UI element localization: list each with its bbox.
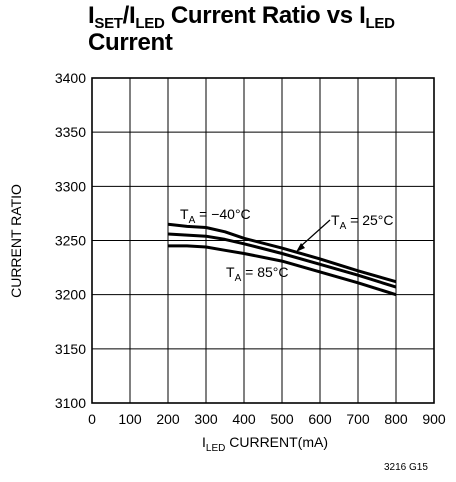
annotation-25c-arrowhead bbox=[296, 243, 305, 252]
title-line-2: Current bbox=[88, 29, 173, 56]
x-tick-label: 300 bbox=[194, 411, 218, 427]
grid-lines bbox=[91, 77, 435, 404]
title-i-set: ISET bbox=[88, 2, 123, 32]
series-line-1 bbox=[167, 232, 397, 289]
y-tick-label: 3350 bbox=[55, 124, 86, 140]
x-tick-label: 800 bbox=[384, 411, 408, 427]
y-tick-label: 3150 bbox=[55, 341, 86, 357]
series-lines bbox=[167, 222, 397, 297]
series-line-2 bbox=[168, 244, 397, 297]
x-tick-label: 400 bbox=[232, 411, 256, 427]
y-tick-label: 3100 bbox=[55, 395, 86, 411]
y-axis-label: CURRENT RATIO bbox=[8, 184, 24, 298]
x-tick-label: 200 bbox=[156, 411, 180, 427]
annotation-25c-leader bbox=[300, 219, 331, 247]
plot-frame bbox=[91, 77, 435, 404]
x-tick-label: 700 bbox=[346, 411, 370, 427]
x-tick-label: 500 bbox=[270, 411, 294, 427]
annotation-25c: TA = 25°C bbox=[331, 212, 393, 232]
series-line-0 bbox=[167, 222, 397, 284]
figure-code: 3216 G15 bbox=[384, 462, 428, 473]
x-tick-labels: 0 100 200 300 400 500 600 700 800 900 bbox=[88, 411, 446, 427]
y-tick-label: 3200 bbox=[55, 287, 86, 303]
x-tick-label: 900 bbox=[422, 411, 446, 427]
annotation-85c: TA = 85°C bbox=[226, 264, 288, 284]
title-ratio-text: Current Ratio vs ILED bbox=[164, 2, 395, 32]
y-tick-label: 3300 bbox=[55, 178, 86, 194]
x-axis-label: ILED CURRENT(mA) bbox=[202, 434, 328, 454]
title-i-led: /ILED bbox=[122, 2, 165, 32]
x-tick-label: 100 bbox=[118, 411, 142, 427]
y-tick-label: 3250 bbox=[55, 233, 86, 249]
annotation-minus40c: TA = −40°C bbox=[180, 206, 251, 226]
x-tick-label: 0 bbox=[88, 411, 96, 427]
x-tick-label: 600 bbox=[308, 411, 332, 427]
y-tick-label: 3400 bbox=[55, 70, 86, 86]
chart-title: ISET/ILED Current Ratio vs ILED Current bbox=[88, 2, 448, 56]
y-tick-labels: 3100 3150 3200 3250 3300 3350 3400 bbox=[55, 70, 86, 411]
